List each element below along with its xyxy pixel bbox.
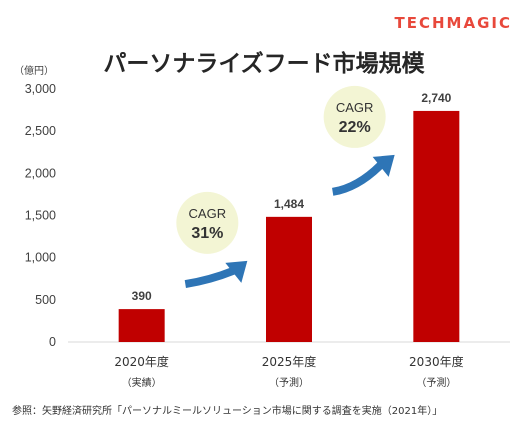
cagr-label: CAGR xyxy=(336,100,374,115)
bar xyxy=(266,216,312,342)
cagr-annotation: CAGR 22% xyxy=(323,85,395,196)
cagr-label: CAGR xyxy=(189,206,227,221)
y-tick-label: 1,000 xyxy=(25,251,56,265)
y-tick-label: 2,000 xyxy=(25,166,56,180)
category-label: 2020年度 xyxy=(114,354,169,369)
cagr-value: 22% xyxy=(339,119,371,136)
category-label: 2025年度 xyxy=(262,354,317,369)
data-label: 390 xyxy=(132,289,152,303)
data-label: 2,740 xyxy=(421,91,451,105)
cagr-arrow-head xyxy=(372,154,395,177)
cagr-annotation: CAGR 31% xyxy=(176,191,248,289)
y-tick-label: 3,000 xyxy=(25,82,56,96)
data-labels: 390 1,484 2,740 xyxy=(132,91,452,303)
category-labels: 2020年度 （実績） 2025年度 （予測） 2030年度 （予測） xyxy=(114,354,463,389)
category-note: （実績） xyxy=(122,376,162,389)
data-label: 1,484 xyxy=(274,197,304,211)
category-label: 2030年度 xyxy=(409,354,464,369)
y-tick-label: 0 xyxy=(49,335,56,349)
y-tick-label: 2,500 xyxy=(25,124,56,138)
cagr-arrow-head xyxy=(225,260,248,283)
brand-logo: TECHMAGIC xyxy=(394,14,512,32)
source-note: 参照：矢野経済研究所「パーソナルミールソリューション市場に関する調査を実施（20… xyxy=(12,406,443,417)
y-tick-label: 1,500 xyxy=(25,209,56,223)
chart-title: パーソナライズフード市場規模 xyxy=(103,51,425,77)
category-note: （予測） xyxy=(416,376,456,389)
cagr-circle xyxy=(176,191,239,254)
cagr-arrow-shaft xyxy=(184,267,235,289)
bars xyxy=(118,110,460,342)
cagr-arrow-shaft xyxy=(331,162,384,196)
y-axis-ticks: 0 500 1,000 1,500 2,000 2,500 3,000 xyxy=(25,82,56,349)
y-axis-unit-label: （億円） xyxy=(14,64,54,77)
cagr-value: 31% xyxy=(191,225,223,242)
bar xyxy=(118,309,165,342)
cagr-annotations: CAGR 31% CAGR 22% xyxy=(176,85,395,289)
cagr-circle xyxy=(323,85,386,148)
bar xyxy=(413,110,460,342)
category-note: （予測） xyxy=(269,376,309,389)
y-tick-label: 500 xyxy=(35,293,56,307)
